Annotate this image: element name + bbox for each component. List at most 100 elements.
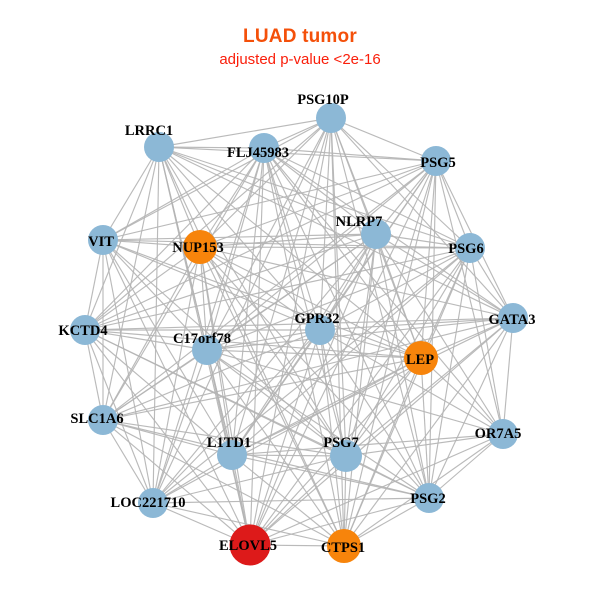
network-edge [102,419,154,504]
network-edge [84,317,514,331]
network-edge [330,117,471,249]
network-node[interactable] [183,230,217,264]
network-edge [158,146,514,319]
network-edge [102,419,430,499]
network-node[interactable] [217,440,247,470]
network-edge [206,349,347,457]
network-edge [102,147,265,421]
network-edge [102,146,160,241]
network-node[interactable] [421,146,451,176]
node-circle-or7a5[interactable] [488,419,518,449]
node-circle-psg2[interactable] [414,483,444,513]
node-circle-lrrc1[interactable] [144,132,174,162]
node-label-psg5: PSG5 [420,155,455,171]
network-edge [263,147,471,249]
node-circle-lep[interactable] [404,341,438,375]
network-node[interactable] [327,529,361,563]
node-circle-flj45983[interactable] [249,133,279,163]
network-edge [102,357,422,421]
network-edge [102,233,377,241]
node-label-lep: LEP [406,352,434,368]
network-edge [158,146,345,547]
network-edge [319,317,514,331]
network-edge [102,239,422,359]
network-edge [102,239,154,504]
network-edge [199,246,321,331]
network-node[interactable] [88,225,118,255]
network-node[interactable] [404,341,438,375]
node-label-nup153: NUP153 [172,240,224,256]
network-edge [231,454,430,499]
network-edge [84,160,437,331]
network-edge [158,146,201,248]
node-circle-vit[interactable] [88,225,118,255]
node-label-vit: VIT [88,234,114,250]
network-edge [435,160,504,435]
node-circle-gpr32[interactable] [305,315,335,345]
node-label-loc221710: LOC221710 [111,495,186,511]
node-circle-psg7[interactable] [330,440,362,472]
node-circle-l1td1[interactable] [217,440,247,470]
network-edge [152,357,422,504]
node-label-nlrp7: NLRP7 [336,214,383,230]
network-node[interactable] [70,315,100,345]
network-edge [102,160,437,241]
page-subtitle: adjusted p-value <2e-16 [219,50,381,68]
network-edge [249,247,471,546]
node-circle-psg6[interactable] [455,233,485,263]
network-node[interactable] [229,524,271,566]
node-circle-elovl5[interactable] [229,524,271,566]
network-edge [158,117,332,148]
network-node[interactable] [488,419,518,449]
node-circle-slc1a6[interactable] [88,405,118,435]
edge-layer [84,117,514,547]
node-circle-kctd4[interactable] [70,315,100,345]
network-node[interactable] [305,315,335,345]
node-circle-nlrp7[interactable] [361,219,391,249]
network-node[interactable] [414,483,444,513]
network-edge [263,147,504,435]
network-node[interactable] [330,440,362,472]
network-node[interactable] [498,303,528,333]
network-node[interactable] [192,335,222,365]
node-label-lrrc1: LRRC1 [125,123,173,139]
network-edge [199,246,347,457]
network-edge [84,329,422,359]
network-node[interactable] [249,133,279,163]
network-edge [84,246,201,331]
network-edge [84,239,104,331]
network-edge [158,146,471,249]
network-edge [345,357,422,457]
network-edge [231,433,504,456]
network-edge [152,147,265,504]
network-edge [152,497,430,504]
network-edge [502,317,514,435]
network-node[interactable] [88,405,118,435]
network-edge [375,233,504,435]
network-edge [84,329,233,456]
network-node[interactable] [144,132,174,162]
network-node[interactable] [138,488,168,518]
network-node[interactable] [316,103,346,133]
node-circle-psg5[interactable] [421,146,451,176]
node-circle-c17orf78[interactable] [192,335,222,365]
node-circle-loc221710[interactable] [138,488,168,518]
network-edge [249,433,504,546]
network-edge [152,247,471,504]
node-circle-nup153[interactable] [183,230,217,264]
network-edge [206,160,437,351]
network-node[interactable] [361,219,391,249]
network-edge [345,317,514,457]
node-label-kctd4: KCTD4 [58,323,107,339]
node-circle-psg10p[interactable] [316,103,346,133]
node-label-psg10p: PSG10P [297,92,349,108]
network-edge [84,146,160,331]
network-node[interactable] [455,233,485,263]
node-circle-ctps1[interactable] [327,529,361,563]
node-circle-gata3[interactable] [498,303,528,333]
network-edge [319,233,377,331]
network-edge [102,239,208,351]
network-edge [319,329,430,499]
